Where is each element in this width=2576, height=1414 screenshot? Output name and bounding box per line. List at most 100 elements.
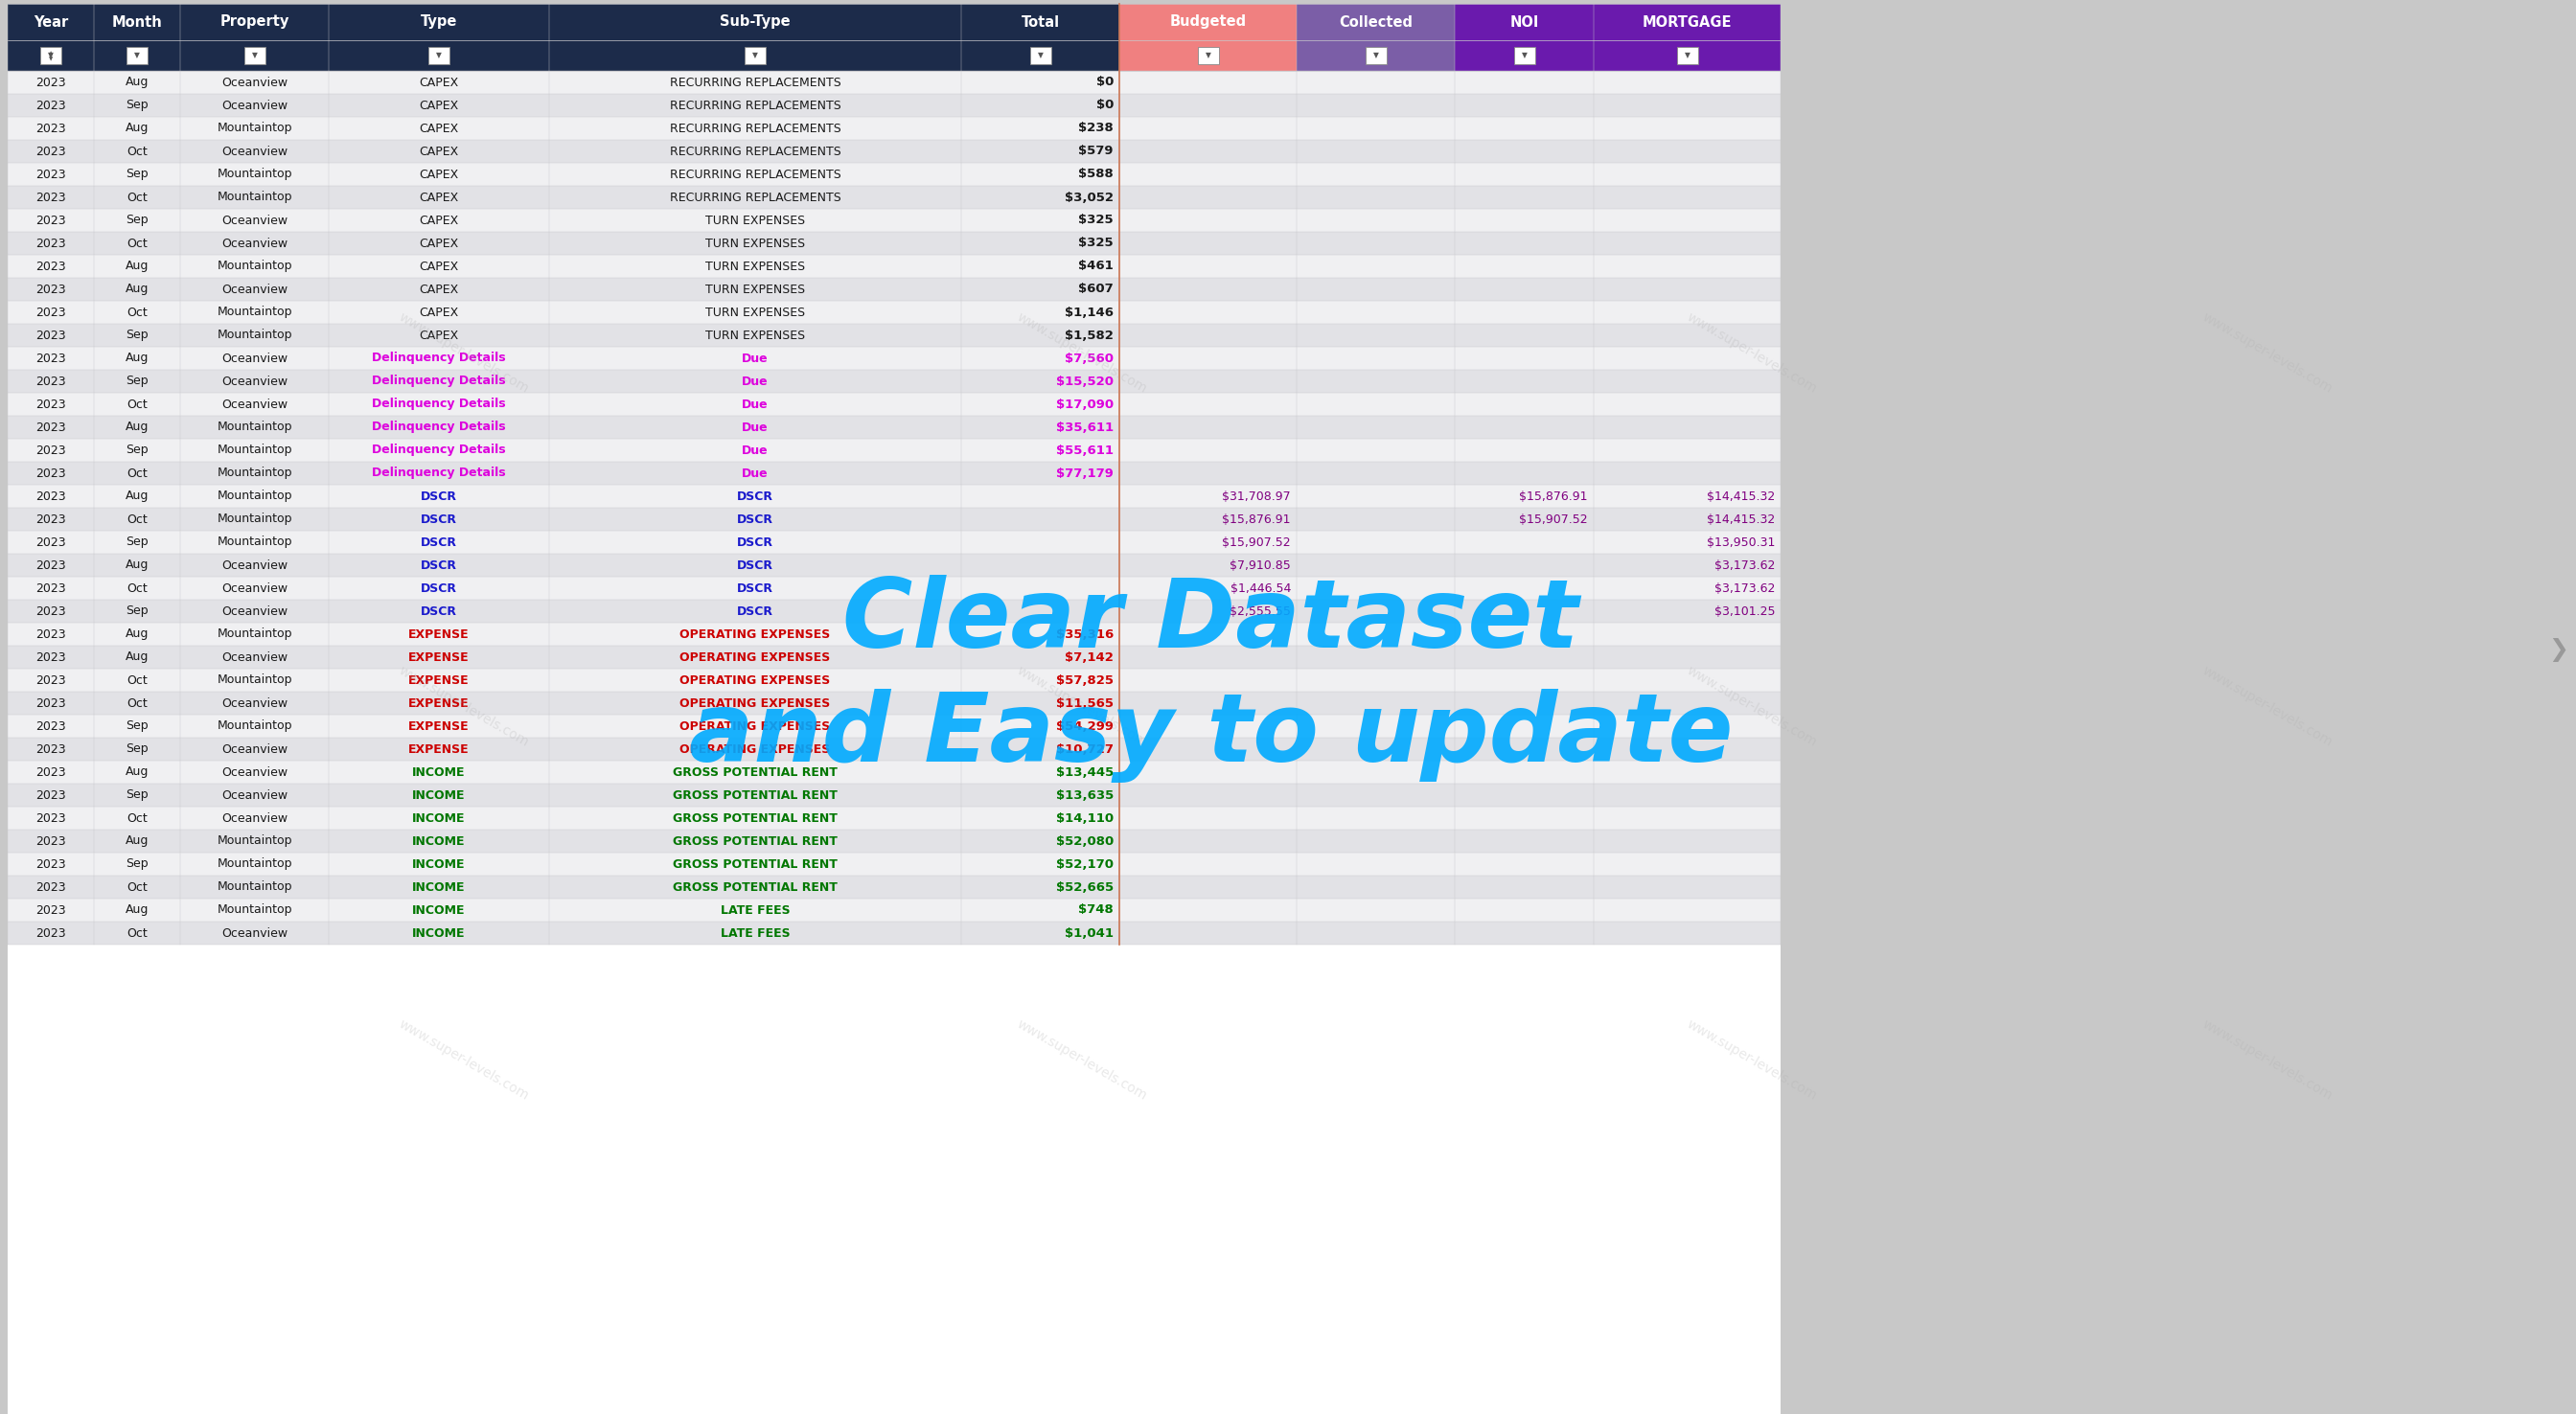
Text: Sep: Sep: [126, 444, 149, 457]
Bar: [8, 4, 93, 40]
Text: Year: Year: [33, 16, 67, 30]
Text: $15,907.52: $15,907.52: [1520, 513, 1587, 526]
Text: www.super-levels.com: www.super-levels.com: [1685, 1018, 1819, 1103]
Text: $0: $0: [1095, 76, 1113, 89]
Text: TURN EXPENSES: TURN EXPENSES: [706, 329, 806, 342]
Text: RECURRING REPLACEMENTS: RECURRING REPLACEMENTS: [670, 122, 840, 134]
Text: ▼: ▼: [49, 57, 54, 62]
Text: Aug: Aug: [126, 650, 149, 663]
Text: Oceanview: Oceanview: [222, 399, 289, 410]
Text: 2023: 2023: [36, 191, 67, 204]
Bar: [8, 830, 1780, 853]
Bar: [8, 71, 1780, 93]
Bar: [8, 163, 1780, 185]
Text: 2023: 2023: [36, 283, 67, 296]
Bar: [8, 783, 1780, 806]
Text: www.super-levels.com: www.super-levels.com: [1015, 311, 1149, 396]
Text: Clear Dataset
and Easy to update: Clear Dataset and Easy to update: [688, 574, 1734, 783]
Text: DSCR: DSCR: [420, 536, 456, 549]
Bar: [126, 47, 147, 64]
Text: Mountaintop: Mountaintop: [216, 191, 291, 204]
Text: Oct: Oct: [126, 583, 147, 594]
Text: EXPENSE: EXPENSE: [410, 720, 469, 732]
Text: ▼: ▼: [1685, 51, 1690, 59]
Text: Oceanview: Oceanview: [222, 650, 289, 663]
Text: $748: $748: [1079, 904, 1113, 916]
Bar: [8, 899, 1780, 922]
Text: CAPEX: CAPEX: [420, 76, 459, 89]
Text: 2023: 2023: [36, 122, 67, 134]
Text: 2023: 2023: [36, 583, 67, 594]
Bar: [8, 577, 1780, 600]
Text: Property: Property: [219, 16, 289, 30]
Text: $7,560: $7,560: [1064, 352, 1113, 365]
Text: GROSS POTENTIAL RENT: GROSS POTENTIAL RENT: [672, 766, 837, 778]
Text: $0: $0: [1095, 99, 1113, 112]
Text: Oceanview: Oceanview: [222, 375, 289, 387]
Bar: [8, 875, 1780, 899]
Text: www.super-levels.com: www.super-levels.com: [2200, 311, 2334, 396]
Text: $13,635: $13,635: [1056, 789, 1113, 802]
Text: DSCR: DSCR: [420, 605, 456, 618]
Text: Oct: Oct: [126, 881, 147, 894]
Bar: [1365, 47, 1386, 64]
Bar: [8, 508, 1780, 530]
Text: Delinquency Details: Delinquency Details: [371, 421, 505, 434]
Text: Oct: Oct: [126, 926, 147, 939]
Text: Aug: Aug: [126, 766, 149, 778]
Text: 2023: 2023: [36, 628, 67, 641]
Text: Due: Due: [742, 444, 768, 457]
Text: Oceanview: Oceanview: [222, 742, 289, 755]
Text: Sep: Sep: [126, 742, 149, 755]
Text: $14,110: $14,110: [1056, 812, 1113, 824]
Text: Oct: Oct: [126, 305, 147, 318]
Text: Mountaintop: Mountaintop: [216, 122, 291, 134]
Text: Mountaintop: Mountaintop: [216, 329, 291, 342]
Text: ❯: ❯: [2548, 639, 2568, 662]
Text: DSCR: DSCR: [420, 513, 456, 526]
Text: $325: $325: [1079, 238, 1113, 249]
Bar: [1296, 40, 1455, 71]
Text: Due: Due: [742, 421, 768, 434]
Text: 2023: 2023: [36, 444, 67, 457]
Text: $54,299: $54,299: [1056, 720, 1113, 732]
Bar: [8, 600, 1780, 622]
Bar: [8, 530, 1780, 554]
Text: Oceanview: Oceanview: [222, 352, 289, 365]
Text: Delinquency Details: Delinquency Details: [371, 375, 505, 387]
Text: www.super-levels.com: www.super-levels.com: [2200, 1018, 2334, 1103]
Text: RECURRING REPLACEMENTS: RECURRING REPLACEMENTS: [670, 191, 840, 204]
Bar: [8, 761, 1780, 783]
Bar: [8, 346, 1780, 370]
Text: Oceanview: Oceanview: [222, 812, 289, 824]
Text: $461: $461: [1079, 260, 1113, 273]
Text: $3,101.25: $3,101.25: [1713, 605, 1775, 618]
Text: Oct: Oct: [126, 674, 147, 686]
Text: ▼: ▼: [49, 51, 54, 59]
Text: INCOME: INCOME: [412, 789, 466, 802]
Bar: [961, 4, 1121, 40]
Text: Mountaintop: Mountaintop: [216, 904, 291, 916]
Bar: [8, 806, 1780, 830]
Bar: [1296, 4, 1455, 40]
Text: Delinquency Details: Delinquency Details: [371, 444, 505, 457]
Text: www.super-levels.com: www.super-levels.com: [1015, 665, 1149, 749]
Bar: [1121, 4, 1296, 40]
Text: Oceanview: Oceanview: [222, 238, 289, 249]
Text: $1,582: $1,582: [1064, 329, 1113, 342]
Text: Mountaintop: Mountaintop: [216, 834, 291, 847]
Text: Oct: Oct: [126, 513, 147, 526]
Bar: [961, 40, 1121, 71]
Text: $1,446.54: $1,446.54: [1231, 583, 1291, 594]
Text: EXPENSE: EXPENSE: [410, 628, 469, 641]
Text: $588: $588: [1079, 168, 1113, 181]
Text: 2023: 2023: [36, 352, 67, 365]
Text: Oceanview: Oceanview: [222, 559, 289, 571]
Text: $31,708.97: $31,708.97: [1221, 491, 1291, 502]
Text: 2023: 2023: [36, 329, 67, 342]
Text: www.super-levels.com: www.super-levels.com: [1015, 1018, 1149, 1103]
Text: Oceanview: Oceanview: [222, 583, 289, 594]
Text: 2023: 2023: [36, 926, 67, 939]
Text: Mountaintop: Mountaintop: [216, 720, 291, 732]
Text: 2023: 2023: [36, 238, 67, 249]
